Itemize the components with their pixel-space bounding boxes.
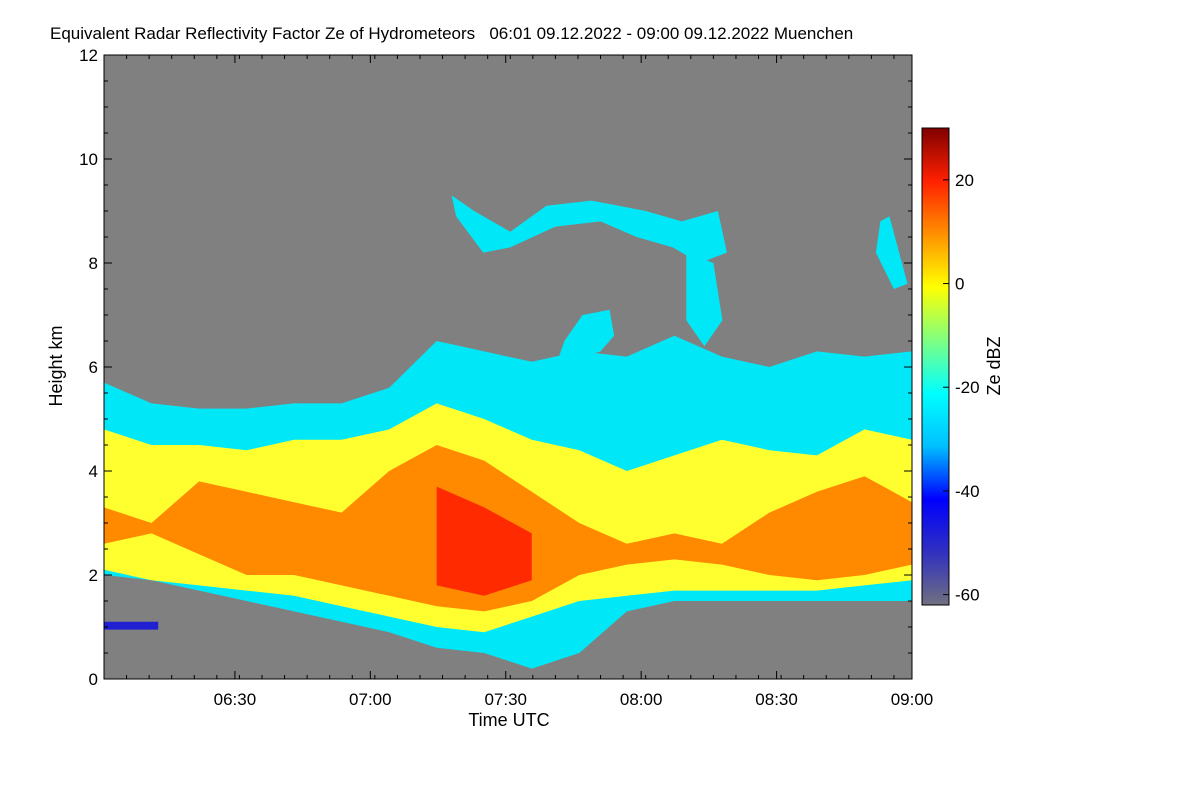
chart-title: Equivalent Radar Reflectivity Factor Ze … [50, 24, 853, 43]
y-tick-label: 4 [89, 462, 98, 481]
colorbar-label: Ze dBZ [984, 336, 1004, 395]
y-tick-label: 12 [79, 46, 98, 65]
colorbar-ticks: 20 0 -20 -40 -60 [943, 171, 980, 605]
colorbar [921, 127, 950, 606]
convective-tower [555, 309, 615, 378]
reflectivity-field [104, 195, 912, 669]
x-tick-label: 08:00 [620, 690, 663, 709]
x-tick-label: 08:30 [755, 690, 798, 709]
y-tick-label: 2 [89, 566, 98, 585]
y-tick-label: 8 [89, 254, 98, 273]
fall-streak [686, 252, 723, 347]
x-tick-label: 07:30 [484, 690, 527, 709]
small-cell [875, 216, 908, 289]
x-axis: 06:30 07:00 07:30 08:00 08:30 09:00 [126, 55, 934, 709]
y-tick-label: 10 [79, 150, 98, 169]
colorbar-tick-label: -40 [955, 482, 980, 501]
y-axis: 0 2 4 6 8 10 12 [79, 46, 912, 689]
x-tick-label: 07:00 [349, 690, 392, 709]
x-axis-label: Time UTC [468, 710, 549, 730]
x-tick-label: 09:00 [891, 690, 934, 709]
y-tick-label: 6 [89, 358, 98, 377]
colorbar-tick-label: 20 [955, 171, 974, 190]
colorbar-tick-label: -60 [955, 586, 980, 605]
x-tick-label: 06:30 [214, 690, 257, 709]
surface-echo [104, 621, 159, 630]
y-axis-label: Height km [46, 325, 66, 406]
colorbar-tick-label: -20 [955, 378, 980, 397]
cloud-peak-region [436, 486, 532, 596]
colorbar-tick-label: 0 [955, 275, 964, 294]
cirrus-band [451, 195, 727, 263]
y-tick-label: 0 [89, 670, 98, 689]
